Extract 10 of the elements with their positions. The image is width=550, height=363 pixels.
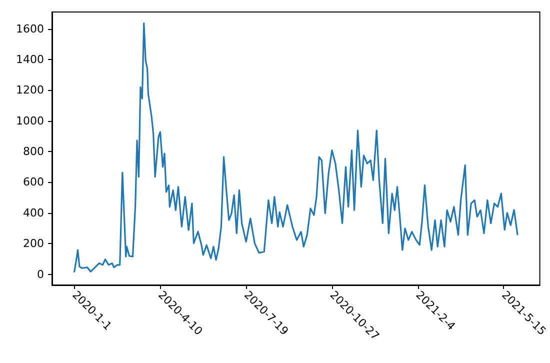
y-tick-label: 1600 (16, 22, 44, 36)
y-tick-label: 1400 (16, 53, 44, 66)
line-series (74, 22, 518, 272)
y-tick-label: 1000 (16, 114, 44, 128)
y-tick-label: 1200 (16, 84, 44, 97)
y-tick-label: 0 (37, 268, 44, 281)
y-tick-label: 800 (23, 145, 44, 158)
y-tick-label: 600 (23, 176, 44, 189)
y-tick-label: 400 (23, 206, 44, 220)
y-tick-label: 200 (23, 237, 44, 250)
